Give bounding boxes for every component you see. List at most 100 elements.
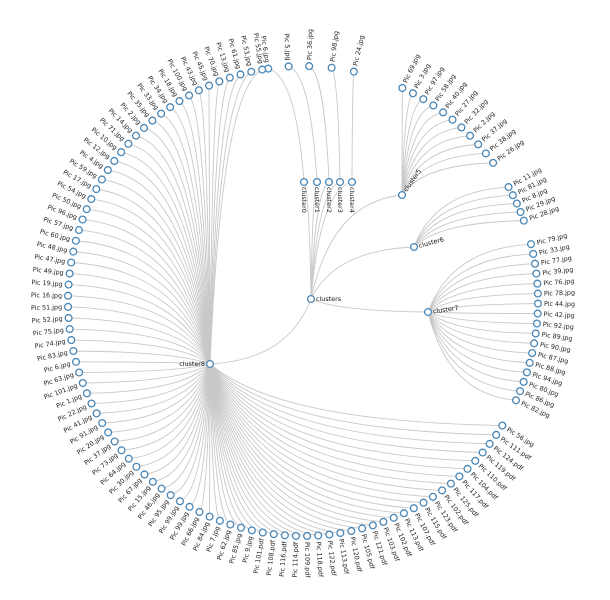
leaf-node[interactable] xyxy=(131,131,141,140)
leaf-node[interactable] xyxy=(474,140,483,149)
leaf-node[interactable] xyxy=(157,484,166,493)
leaf-node[interactable] xyxy=(533,309,542,318)
leaf-node[interactable] xyxy=(67,336,76,345)
leaf-node[interactable] xyxy=(69,346,78,356)
leaf-node[interactable] xyxy=(327,63,336,72)
leaf-node[interactable] xyxy=(409,504,418,513)
leaf-node[interactable] xyxy=(215,516,224,525)
leaf-node[interactable] xyxy=(110,156,119,166)
leaf-node[interactable] xyxy=(519,216,528,225)
leaf-node[interactable] xyxy=(98,418,107,428)
leaf-node[interactable] xyxy=(481,149,490,158)
leaf-node[interactable] xyxy=(463,464,472,473)
leaf-node[interactable] xyxy=(87,194,96,204)
leaf-node[interactable] xyxy=(65,269,74,278)
leaf-node[interactable] xyxy=(530,339,539,348)
leaf-node[interactable] xyxy=(64,291,73,300)
leaf-node[interactable] xyxy=(69,247,78,256)
leaf-node[interactable] xyxy=(148,477,157,486)
cluster-node[interactable] xyxy=(312,177,322,187)
leaf-node[interactable] xyxy=(148,116,157,125)
leaf-node[interactable] xyxy=(269,530,278,539)
cluster-node[interactable] xyxy=(397,190,407,200)
leaf-node[interactable] xyxy=(457,123,466,132)
leaf-node[interactable] xyxy=(225,73,234,82)
leaf-node[interactable] xyxy=(303,531,312,541)
leaf-node[interactable] xyxy=(64,280,73,289)
leaf-node[interactable] xyxy=(508,191,517,200)
cluster-node[interactable] xyxy=(409,242,419,252)
leaf-node[interactable] xyxy=(236,70,245,79)
cluster-node[interactable] xyxy=(324,177,334,187)
leaf-node[interactable] xyxy=(448,115,457,124)
leaf-node[interactable] xyxy=(75,368,84,377)
leaf-node[interactable] xyxy=(399,509,408,518)
leaf-node[interactable] xyxy=(379,517,388,526)
leaf-node[interactable] xyxy=(528,349,537,358)
leaf-node[interactable] xyxy=(64,302,73,311)
leaf-node[interactable] xyxy=(166,103,175,112)
leaf-node[interactable] xyxy=(498,421,507,430)
leaf-node[interactable] xyxy=(92,185,101,194)
leaf-node[interactable] xyxy=(195,507,204,517)
leaf-node[interactable] xyxy=(258,528,267,537)
leaf-node[interactable] xyxy=(314,531,323,540)
leaf-node[interactable] xyxy=(368,521,377,530)
leaf-node[interactable] xyxy=(408,89,418,98)
leaf-node[interactable] xyxy=(532,319,541,328)
leaf-node[interactable] xyxy=(204,81,214,90)
leaf-node[interactable] xyxy=(71,357,81,366)
leaf-node[interactable] xyxy=(465,131,475,140)
leaf-node[interactable] xyxy=(455,472,464,481)
leaf-node[interactable] xyxy=(492,430,501,439)
leaf-node[interactable] xyxy=(515,387,525,396)
leaf-node[interactable] xyxy=(519,377,528,386)
leaf-node[interactable] xyxy=(428,492,437,501)
leaf-node[interactable] xyxy=(533,299,543,308)
leaf-node[interactable] xyxy=(175,97,184,106)
leaf-node[interactable] xyxy=(291,531,301,540)
leaf-node[interactable] xyxy=(124,139,133,148)
leaf-node[interactable] xyxy=(347,526,356,536)
leaf-node[interactable] xyxy=(87,399,96,408)
leaf-node[interactable] xyxy=(78,215,87,224)
leaf-node[interactable] xyxy=(485,439,494,448)
leaf-node[interactable] xyxy=(325,530,334,539)
leaf-node[interactable] xyxy=(185,91,194,100)
leaf-node[interactable] xyxy=(305,62,314,71)
leaf-node[interactable] xyxy=(166,491,175,500)
leaf-node[interactable] xyxy=(117,446,126,455)
leaf-node[interactable] xyxy=(525,358,534,367)
leaf-node[interactable] xyxy=(438,486,447,495)
leaf-node[interactable] xyxy=(236,523,246,532)
leaf-node[interactable] xyxy=(419,95,428,104)
leaf-node[interactable] xyxy=(471,456,480,465)
leaf-node[interactable] xyxy=(132,462,141,471)
leaf-node[interactable] xyxy=(205,512,214,521)
leaf-node[interactable] xyxy=(531,329,540,338)
leaf-node[interactable] xyxy=(97,175,106,184)
leaf-node[interactable] xyxy=(215,77,224,86)
cluster-node[interactable] xyxy=(347,177,357,187)
leaf-node[interactable] xyxy=(185,502,194,511)
leaf-node[interactable] xyxy=(280,531,289,540)
leaf-node[interactable] xyxy=(533,289,542,298)
leaf-node[interactable] xyxy=(140,470,149,479)
leaf-node[interactable] xyxy=(284,62,293,71)
leaf-node[interactable] xyxy=(389,513,398,522)
leaf-node[interactable] xyxy=(82,389,91,398)
leaf-node[interactable] xyxy=(398,83,407,93)
leaf-node[interactable] xyxy=(526,240,536,249)
leaf-node[interactable] xyxy=(336,528,345,538)
leaf-node[interactable] xyxy=(194,86,203,95)
leaf-node[interactable] xyxy=(65,325,74,334)
leaf-node[interactable] xyxy=(157,109,166,118)
leaf-node[interactable] xyxy=(439,108,448,117)
leaf-node[interactable] xyxy=(419,498,428,507)
leaf-node[interactable] xyxy=(516,207,525,217)
leaf-node[interactable] xyxy=(529,249,538,258)
leaf-node[interactable] xyxy=(478,448,487,457)
leaf-node[interactable] xyxy=(117,148,126,157)
leaf-node[interactable] xyxy=(512,199,521,208)
leaf-node[interactable] xyxy=(103,166,112,175)
